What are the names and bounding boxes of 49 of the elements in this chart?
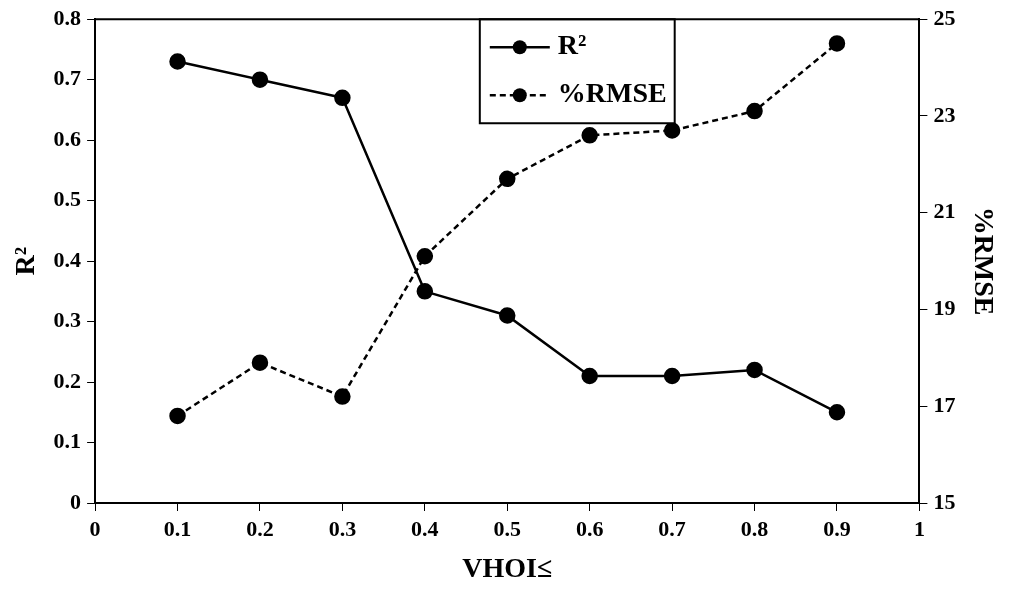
point [581,367,598,385]
y2-axis-title: %RMSE [968,206,1000,316]
y-tick-label: 0.5 [53,186,82,212]
point [334,388,351,405]
y-tick-label: 0.1 [53,428,82,454]
y-tick-label: 0.3 [53,307,82,333]
x-tick-label: 0.7 [658,515,686,541]
x-tick-label: 0.9 [823,515,851,541]
point [499,170,516,188]
x-axis-title: VHOI≤ [462,552,553,584]
y2-tick-label: 23 [933,101,956,127]
point [251,354,269,371]
x-tick-label: 0.1 [163,515,192,541]
y-tick-label: 0 [70,488,82,514]
point [828,404,846,421]
point [746,361,763,379]
y-tick-label: 0.2 [53,367,82,393]
x-tick-label: 0.2 [246,515,274,541]
x-tick-label: 0.8 [740,515,769,541]
y-tick-label: 0.4 [53,246,82,272]
x-tick-label: 0 [89,515,101,541]
point [416,283,434,300]
point [169,53,186,70]
y2-tick-label: 21 [933,198,956,224]
point [169,407,186,425]
point [746,102,763,120]
y-tick-label: 0.7 [53,65,82,91]
point [499,307,516,324]
y-tick-label: 0.8 [53,4,82,30]
point [581,127,598,144]
y-axis-title: R² [9,246,41,276]
x-tick-label: 0.3 [328,515,357,541]
point [663,122,681,139]
y2-tick-label: 19 [933,295,956,321]
point [334,89,351,107]
point [663,367,681,385]
legend-label: %RMSE [557,77,667,109]
point [416,248,434,265]
x-tick-label: 1 [913,515,925,541]
x-tick-label: 0.5 [493,515,521,541]
y2-tick-label: 25 [933,4,956,30]
point [828,35,846,52]
legend-label: R² [557,29,587,61]
point [251,71,269,88]
y2-tick-label: 17 [933,391,956,417]
x-tick-label: 0.4 [411,515,439,541]
y2-tick-label: 15 [933,488,956,514]
x-tick-label: 0.6 [575,515,604,541]
y-tick-label: 0.6 [53,125,82,151]
